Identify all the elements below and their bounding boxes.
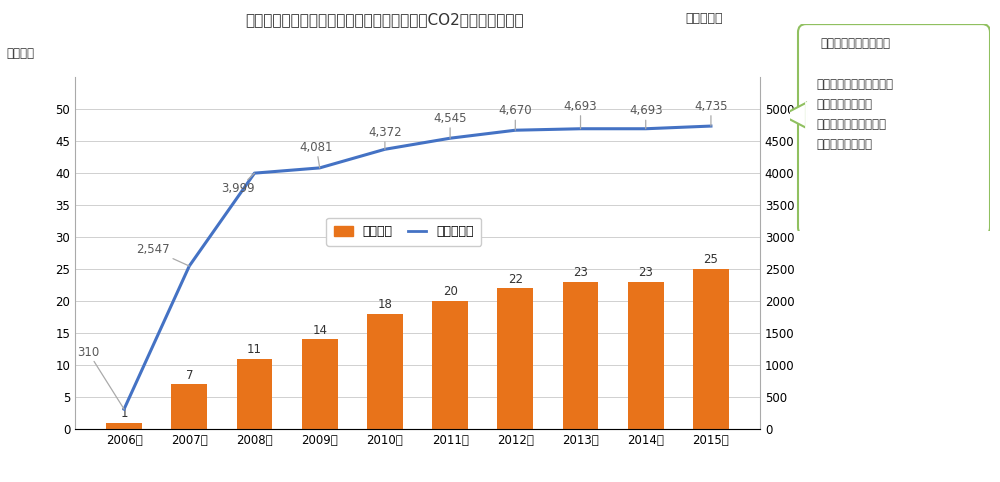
Text: 4,545: 4,545	[433, 112, 467, 138]
Text: 14: 14	[312, 324, 327, 337]
Text: 2,547: 2,547	[137, 243, 189, 266]
Text: 1: 1	[120, 407, 128, 420]
Bar	[106, 423, 142, 429]
Text: 4,735: 4,735	[694, 100, 728, 126]
Text: 【エネルギー多消費型設備の天然ガス化によCO2排出削減効果】: 【エネルギー多消費型設備の天然ガス化によCO2排出削減効果】	[246, 12, 524, 27]
Bar	[237, 359, 272, 429]
Text: 4,693: 4,693	[629, 105, 663, 129]
Text: 11: 11	[247, 343, 262, 356]
Text: 4,372: 4,372	[368, 126, 402, 149]
Text: 7: 7	[186, 369, 193, 382]
Bar	[628, 282, 664, 429]
Text: ２０１７年３月末現在: ２０１７年３月末現在	[820, 37, 890, 50]
Bar	[563, 282, 598, 429]
Text: 22: 22	[508, 273, 523, 286]
Text: 310: 310	[77, 346, 124, 409]
FancyBboxPatch shape	[798, 24, 990, 236]
Bar	[693, 269, 729, 429]
Bar	[367, 314, 403, 429]
Polygon shape	[782, 103, 806, 128]
Bar	[432, 301, 468, 429]
Text: 4,693: 4,693	[564, 100, 597, 129]
Bar	[497, 288, 533, 429]
Text: 23: 23	[638, 266, 653, 279]
Text: 20: 20	[443, 285, 458, 298]
Text: 25: 25	[703, 254, 718, 267]
Legend: 累計件数, 累計削減量: 累計件数, 累計削減量	[326, 218, 481, 246]
Text: 3,999: 3,999	[221, 173, 255, 196]
Text: 4,670: 4,670	[498, 105, 532, 130]
Text: 4,081: 4,081	[300, 141, 333, 168]
Bar	[171, 384, 207, 429]
Text: 現在天然ガス化燃料転換
累計件数　２５件
年間ＣＯ２排出削減量
　４，７３５トン: 現在天然ガス化燃料転換 累計件数 ２５件 年間ＣＯ２排出削減量 ４，７３５トン	[816, 78, 893, 151]
Text: 単位：件: 単位：件	[7, 47, 34, 59]
Text: 18: 18	[377, 298, 392, 311]
Bar	[302, 339, 338, 429]
Text: 単位：トン: 単位：トン	[685, 12, 722, 25]
Text: 23: 23	[573, 266, 588, 279]
